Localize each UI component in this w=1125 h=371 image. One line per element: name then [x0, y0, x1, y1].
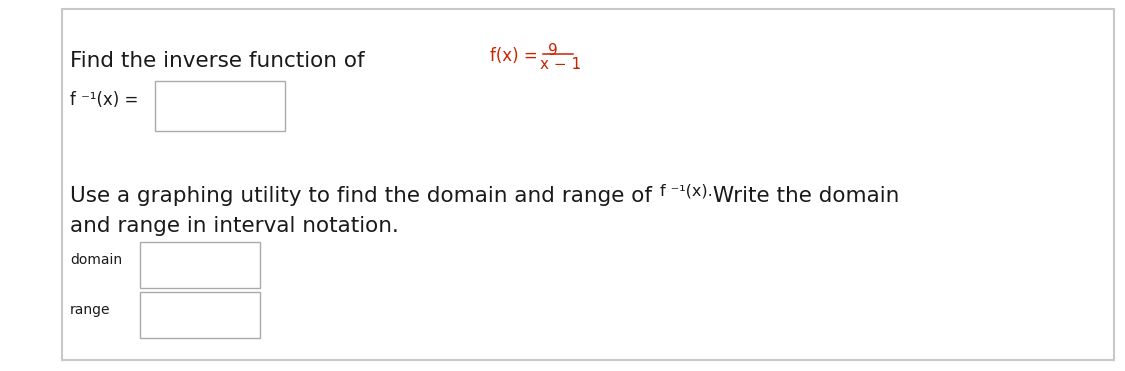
FancyBboxPatch shape: [140, 242, 260, 288]
Text: Find the inverse function of: Find the inverse function of: [70, 51, 371, 71]
Text: f ⁻¹(x) =: f ⁻¹(x) =: [70, 91, 138, 109]
FancyBboxPatch shape: [155, 81, 285, 131]
Text: Write the domain: Write the domain: [706, 186, 899, 206]
Text: and range in interval notation.: and range in interval notation.: [70, 216, 399, 236]
Text: f(x) =: f(x) =: [490, 47, 538, 65]
Text: f ⁻¹(x).: f ⁻¹(x).: [660, 183, 713, 198]
Text: 9: 9: [548, 43, 558, 58]
FancyBboxPatch shape: [62, 9, 1114, 360]
Text: Use a graphing utility to find the domain and range of: Use a graphing utility to find the domai…: [70, 186, 659, 206]
Text: .: .: [574, 57, 579, 72]
Text: range: range: [70, 303, 110, 317]
Text: x − 1: x − 1: [540, 57, 582, 72]
FancyBboxPatch shape: [140, 292, 260, 338]
Text: domain: domain: [70, 253, 123, 267]
